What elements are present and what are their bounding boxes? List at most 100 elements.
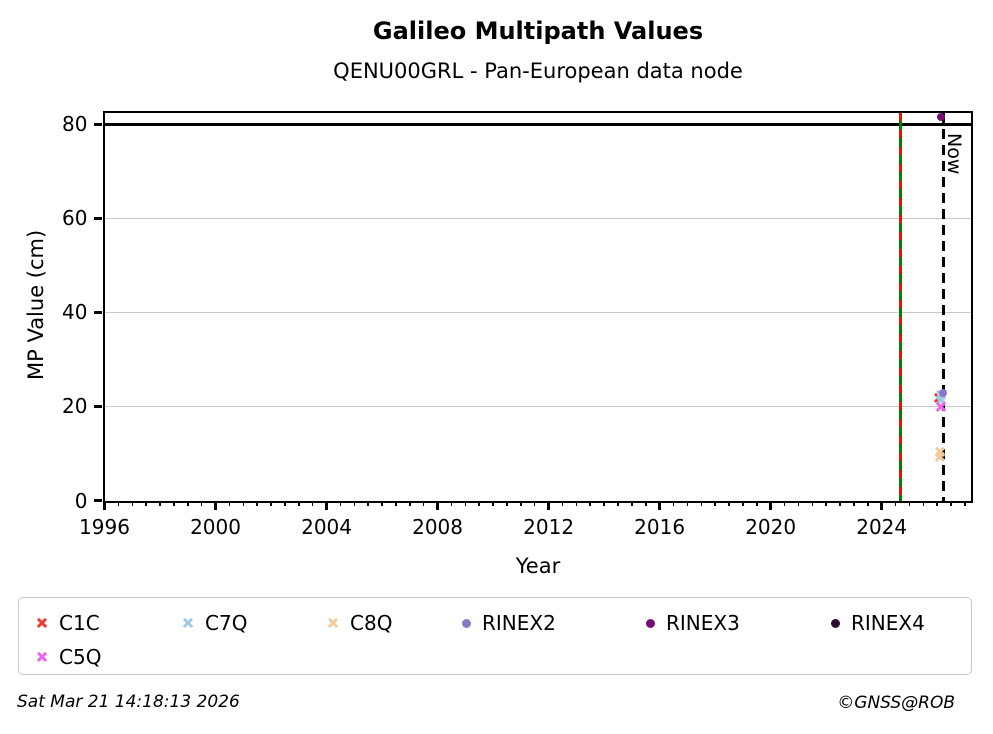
y-gridline	[104, 311, 971, 314]
data-point-rinex3	[937, 113, 946, 122]
legend-item-c8q: C8Q	[326, 606, 462, 640]
x-axis-tick	[547, 500, 550, 510]
y-tick-label: 80	[62, 112, 88, 137]
x-axis-minor-tick	[533, 500, 536, 506]
x-axis-minor-tick	[811, 500, 814, 506]
x-tick-label: 2016	[634, 514, 686, 539]
copyright-credit: ©GNSS@ROB	[837, 693, 955, 713]
x-axis-minor-tick	[450, 500, 453, 506]
y-axis-tick	[94, 405, 102, 408]
legend-item-c1c: C1C	[35, 606, 181, 640]
x-axis-minor-tick	[520, 500, 522, 506]
x-axis-minor-tick	[381, 500, 383, 506]
x-axis-tick	[436, 500, 439, 510]
legend-item-rinex2: RINEX2	[462, 606, 646, 640]
x-axis-minor-tick	[117, 500, 120, 506]
legend-label: C8Q	[350, 611, 393, 635]
legend-label: C1C	[59, 611, 100, 635]
x-axis-minor-tick	[839, 500, 841, 506]
x-axis-minor-tick	[187, 500, 189, 506]
x-axis-tick	[325, 500, 328, 510]
x-tick-label: 2024	[856, 514, 908, 539]
x-axis-minor-tick	[284, 500, 286, 506]
rinex2-marker-icon	[462, 618, 471, 628]
legend-item-c5q: C5Q	[35, 640, 181, 674]
legend-item-rinex3: RINEX3	[646, 606, 831, 640]
x-axis-tick	[658, 500, 661, 510]
y-tick-label: 20	[62, 394, 88, 419]
x-axis-minor-tick	[395, 500, 397, 506]
y-axis-tick	[94, 311, 102, 314]
legend-label: C5Q	[59, 645, 102, 669]
x-axis-tick	[880, 500, 883, 510]
x-axis-minor-tick	[409, 500, 411, 506]
x-axis-minor-tick	[131, 500, 133, 506]
x-axis-minor-tick	[561, 500, 564, 506]
data-point-c5q	[935, 402, 947, 413]
chart-title: Galileo Multipath Values	[372, 17, 704, 45]
x-axis-minor-tick	[950, 500, 952, 506]
x-axis-minor-tick	[506, 500, 508, 506]
x-axis-minor-tick	[173, 500, 175, 506]
x-axis-minor-tick	[603, 500, 605, 506]
y-tick-label: 40	[62, 300, 88, 325]
x-tick-label: 2004	[301, 514, 352, 539]
event-line-red-dashes	[899, 112, 903, 501]
data-point-c8q	[934, 451, 946, 463]
x-axis-minor-tick	[714, 500, 716, 506]
x-axis-minor-tick	[756, 500, 758, 506]
plot-timestamp: Sat Mar 21 14:18:13 2026	[17, 692, 240, 712]
legend-label: RINEX4	[851, 611, 925, 635]
x-tick-label: 2020	[745, 514, 797, 539]
y-axis-tick	[94, 217, 102, 220]
data-point-rinex2	[938, 389, 947, 398]
x-axis-minor-tick	[353, 500, 356, 506]
legend-item-c7q: C7Q	[181, 606, 326, 640]
x-axis-minor-tick	[936, 500, 938, 506]
x-axis-minor-tick	[853, 500, 855, 506]
rinex4-marker-icon	[831, 618, 840, 628]
x-axis-minor-tick	[908, 500, 911, 506]
x-axis-minor-tick	[783, 500, 786, 506]
x-axis-minor-tick	[742, 500, 744, 506]
x-axis-minor-tick	[492, 500, 494, 506]
legend-label: C7Q	[205, 611, 248, 635]
rinex3-marker-icon	[646, 618, 655, 628]
legend-label: RINEX2	[482, 611, 556, 635]
y-gridline	[104, 405, 971, 408]
threshold-line-80	[104, 122, 971, 126]
y-tick-label: 60	[62, 206, 88, 231]
x-axis-minor-tick	[964, 500, 966, 506]
x-axis-minor-tick	[367, 500, 369, 506]
x-axis-minor-tick	[617, 500, 619, 506]
plot-area: 0 20 40 60 80 1996 2000 2004 2008 2012 2016 2020 202…	[62, 110, 973, 539]
x-axis-minor-tick	[311, 500, 314, 506]
x-axis-minor-tick	[645, 500, 647, 506]
x-axis-minor-tick	[478, 500, 480, 506]
c7q-marker-icon	[181, 617, 194, 630]
x-axis-minor-tick	[242, 500, 245, 506]
x-axis-minor-tick	[825, 500, 827, 506]
x-axis-minor-tick	[339, 500, 342, 506]
x-axis-minor-tick	[422, 500, 425, 506]
x-axis-minor-tick	[631, 500, 633, 506]
y-axis-tick	[94, 123, 102, 126]
x-axis-minor-tick	[575, 500, 578, 506]
x-tick-label: 2000	[190, 514, 241, 539]
x-axis-minor-tick	[686, 500, 689, 506]
x-axis-minor-tick	[894, 500, 897, 506]
x-axis-tick	[214, 500, 217, 510]
chart-subtitle: QENU00GRL - Pan-European data node	[333, 59, 743, 83]
x-axis-label: Year	[515, 554, 561, 578]
x-axis-minor-tick	[672, 500, 675, 506]
x-axis-minor-tick	[159, 500, 161, 506]
x-axis-minor-tick	[589, 500, 591, 506]
x-axis-minor-tick	[700, 500, 702, 506]
x-axis-minor-tick	[228, 500, 231, 506]
x-axis-minor-tick	[867, 500, 869, 506]
c8q-marker-icon	[326, 617, 339, 630]
x-axis-minor-tick	[145, 500, 147, 506]
y-tick-label: 0	[74, 488, 88, 513]
legend-item-rinex4: RINEX4	[831, 606, 971, 640]
x-axis-minor-tick	[200, 500, 203, 506]
